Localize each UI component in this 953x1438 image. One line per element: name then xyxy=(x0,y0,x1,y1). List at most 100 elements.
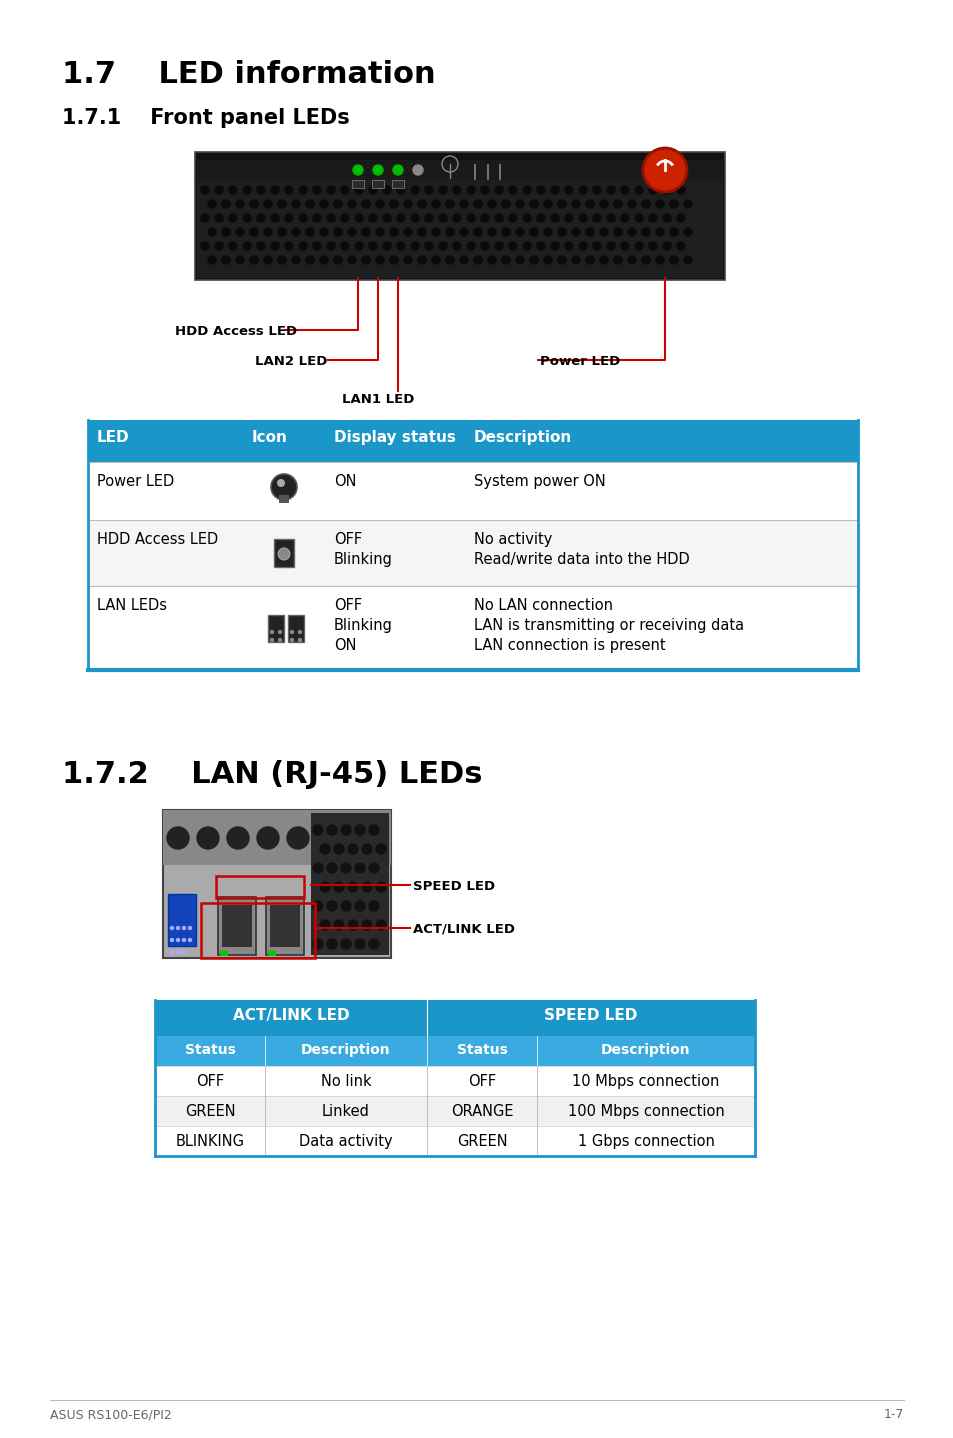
Circle shape xyxy=(459,256,468,265)
Circle shape xyxy=(264,229,272,236)
Circle shape xyxy=(656,256,663,265)
Circle shape xyxy=(382,214,391,221)
Circle shape xyxy=(459,200,468,209)
Bar xyxy=(196,160,722,183)
Circle shape xyxy=(446,200,454,209)
Circle shape xyxy=(669,256,678,265)
Circle shape xyxy=(292,200,299,209)
Circle shape xyxy=(662,186,670,194)
Circle shape xyxy=(551,186,558,194)
Circle shape xyxy=(348,920,357,930)
Circle shape xyxy=(277,200,286,209)
Circle shape xyxy=(411,242,418,250)
Text: HDD Access LED: HDD Access LED xyxy=(97,532,218,546)
Circle shape xyxy=(340,214,349,221)
Circle shape xyxy=(432,229,439,236)
Circle shape xyxy=(292,256,299,265)
Bar xyxy=(215,876,304,897)
Text: OFF: OFF xyxy=(195,1074,224,1089)
Circle shape xyxy=(319,200,328,209)
Circle shape xyxy=(438,214,447,221)
Circle shape xyxy=(201,186,209,194)
Circle shape xyxy=(642,148,686,193)
Text: Display status: Display status xyxy=(334,430,456,444)
Circle shape xyxy=(495,242,502,250)
Circle shape xyxy=(585,200,594,209)
Circle shape xyxy=(256,827,278,848)
Circle shape xyxy=(313,863,323,873)
Text: LAN2 LED: LAN2 LED xyxy=(254,355,327,368)
Circle shape xyxy=(222,229,230,236)
Circle shape xyxy=(424,242,433,250)
Circle shape xyxy=(501,229,510,236)
Bar xyxy=(154,1096,754,1126)
Bar xyxy=(201,903,314,958)
Circle shape xyxy=(319,229,328,236)
Text: Data activity: Data activity xyxy=(299,1135,393,1149)
Text: 1.7.1    Front panel LEDs: 1.7.1 Front panel LEDs xyxy=(62,108,350,128)
Circle shape xyxy=(348,844,357,854)
Text: 1 Gbps connection: 1 Gbps connection xyxy=(577,1135,714,1149)
Circle shape xyxy=(171,951,173,953)
Circle shape xyxy=(361,200,370,209)
Circle shape xyxy=(467,242,475,250)
Circle shape xyxy=(585,256,594,265)
Bar xyxy=(220,951,228,956)
Circle shape xyxy=(662,214,670,221)
Circle shape xyxy=(298,242,307,250)
Circle shape xyxy=(641,200,649,209)
Circle shape xyxy=(285,242,293,250)
Bar xyxy=(154,999,754,1035)
Circle shape xyxy=(375,229,384,236)
Circle shape xyxy=(319,844,330,854)
Circle shape xyxy=(369,902,378,912)
Circle shape xyxy=(208,229,215,236)
Circle shape xyxy=(264,256,272,265)
Circle shape xyxy=(459,229,468,236)
Circle shape xyxy=(614,256,621,265)
Circle shape xyxy=(306,256,314,265)
Circle shape xyxy=(677,214,684,221)
Circle shape xyxy=(509,186,517,194)
Circle shape xyxy=(235,200,244,209)
Text: System power ON: System power ON xyxy=(474,475,605,489)
Circle shape xyxy=(298,638,301,641)
Circle shape xyxy=(327,863,336,873)
Circle shape xyxy=(516,200,523,209)
Bar xyxy=(222,905,252,948)
Circle shape xyxy=(196,827,219,848)
Bar xyxy=(372,180,384,188)
Circle shape xyxy=(250,229,257,236)
Circle shape xyxy=(189,926,192,929)
Circle shape xyxy=(313,186,320,194)
Circle shape xyxy=(396,214,405,221)
Circle shape xyxy=(285,186,293,194)
Circle shape xyxy=(516,256,523,265)
Text: ON: ON xyxy=(334,475,356,489)
Circle shape xyxy=(558,256,565,265)
Circle shape xyxy=(182,951,185,953)
Circle shape xyxy=(319,920,330,930)
Text: 100 Mbps connection: 100 Mbps connection xyxy=(567,1104,723,1119)
Circle shape xyxy=(432,256,439,265)
Bar xyxy=(288,615,304,641)
Circle shape xyxy=(208,200,215,209)
Circle shape xyxy=(403,256,412,265)
Circle shape xyxy=(369,863,378,873)
Bar xyxy=(163,810,391,958)
Circle shape xyxy=(453,214,460,221)
Text: No LAN connection
LAN is transmitting or receiving data
LAN connection is presen: No LAN connection LAN is transmitting or… xyxy=(474,598,743,653)
Text: No link: No link xyxy=(320,1074,371,1089)
Text: GREEN: GREEN xyxy=(185,1104,235,1119)
Circle shape xyxy=(648,214,657,221)
Circle shape xyxy=(417,200,426,209)
Circle shape xyxy=(593,242,600,250)
Text: 10 Mbps connection: 10 Mbps connection xyxy=(572,1074,719,1089)
Circle shape xyxy=(606,242,615,250)
Bar xyxy=(270,905,299,948)
Circle shape xyxy=(278,630,281,634)
Circle shape xyxy=(599,229,607,236)
Circle shape xyxy=(516,229,523,236)
Text: LAN LEDs: LAN LEDs xyxy=(97,598,167,613)
Bar xyxy=(266,897,304,955)
